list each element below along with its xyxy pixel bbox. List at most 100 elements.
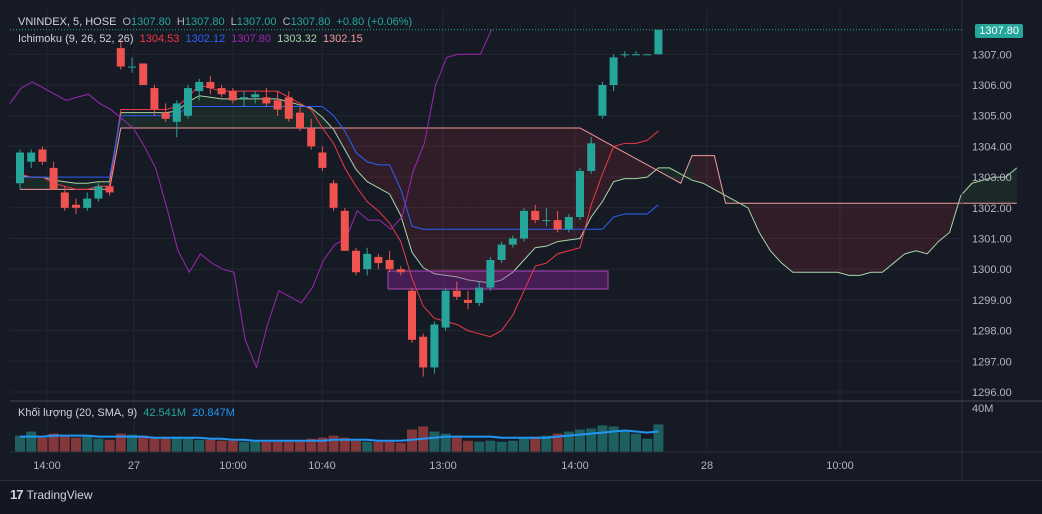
candle-body bbox=[296, 112, 304, 128]
cloud-segment bbox=[703, 155, 715, 190]
cloud-segment bbox=[669, 167, 681, 184]
candle-body bbox=[150, 88, 159, 110]
volume-bar bbox=[183, 438, 193, 452]
candles bbox=[16, 29, 663, 377]
cloud-segment bbox=[871, 203, 883, 273]
candle-body bbox=[452, 290, 461, 297]
close-label: C bbox=[282, 16, 291, 28]
volume-bar bbox=[295, 440, 305, 452]
ichimoku-cloud bbox=[19, 95, 1018, 284]
volume-bar bbox=[15, 435, 25, 452]
ichimoku-legend[interactable]: Ichimoku (9, 26, 52, 26) 1304.53 1302.12… bbox=[18, 33, 366, 45]
cloud-segment bbox=[647, 164, 659, 178]
candle-body bbox=[385, 259, 394, 270]
volume-bar bbox=[194, 439, 205, 452]
volume-bar bbox=[115, 433, 126, 452]
ichimoku-label: Ichimoku (9, 26, 52, 26) bbox=[18, 33, 134, 45]
lead-a-value: 1303.32 bbox=[277, 33, 317, 45]
cloud-segment bbox=[400, 127, 412, 253]
volume-bar bbox=[451, 437, 462, 452]
grid bbox=[10, 10, 962, 452]
volume-bar bbox=[48, 433, 59, 452]
x-tick-label: 13:00 bbox=[429, 460, 457, 472]
volume-bar bbox=[373, 441, 384, 452]
volume-bar bbox=[283, 441, 294, 452]
volume-bar bbox=[407, 429, 417, 452]
ohlc-legend: VNINDEX, 5, HOSE O1307.80 H1307.80 L1307… bbox=[18, 16, 415, 28]
volume-bar bbox=[205, 439, 216, 452]
base-line bbox=[20, 105, 659, 230]
volume-tick-label: 40M bbox=[972, 403, 993, 415]
candle-body bbox=[553, 220, 562, 230]
candle-body bbox=[363, 253, 372, 270]
tradingview-logo-icon: 17 bbox=[10, 487, 24, 502]
cloud-segment bbox=[76, 183, 88, 190]
candle-body bbox=[16, 152, 24, 184]
volume-bar bbox=[395, 442, 406, 452]
candle-body bbox=[105, 186, 114, 193]
volume-bar bbox=[317, 437, 328, 452]
tradingview-footer[interactable]: 17 TradingView bbox=[10, 487, 93, 502]
close-value: 1307.80 bbox=[290, 16, 331, 28]
ichimoku-lines bbox=[9, 29, 659, 370]
y-tick-label: 1301.00 bbox=[972, 234, 1012, 246]
volume-bar bbox=[272, 441, 283, 452]
x-tick-label: 28 bbox=[701, 460, 713, 472]
cloud-segment bbox=[232, 98, 244, 128]
cloud-segment bbox=[557, 127, 569, 242]
volume-bar bbox=[93, 438, 104, 452]
cloud-segment bbox=[524, 127, 536, 260]
candle-body bbox=[284, 97, 293, 119]
cloud-segment bbox=[938, 203, 950, 242]
volume-bar bbox=[71, 437, 81, 452]
candle-body bbox=[419, 336, 428, 368]
candle-body bbox=[542, 220, 551, 222]
cloud-segment bbox=[837, 203, 849, 276]
volume-bar bbox=[216, 440, 227, 452]
candle-body bbox=[240, 97, 248, 99]
volume-bar bbox=[463, 440, 473, 452]
volume-bar bbox=[631, 433, 641, 452]
volume-bar bbox=[351, 440, 361, 452]
candle-body bbox=[94, 186, 103, 199]
low-label: L bbox=[230, 16, 237, 28]
volume-bar bbox=[138, 435, 149, 452]
candle-body bbox=[329, 183, 338, 208]
candle-body bbox=[643, 54, 652, 56]
volume-bar bbox=[384, 441, 395, 452]
cloud-segment bbox=[692, 155, 704, 184]
x-tick-label: 10:00 bbox=[219, 460, 247, 472]
y-tick-label: 1305.00 bbox=[972, 111, 1012, 123]
candle-body bbox=[609, 57, 618, 85]
x-tick-label: 10:40 bbox=[308, 460, 336, 472]
volume-bar bbox=[519, 438, 529, 452]
cloud-segment bbox=[378, 127, 390, 194]
volume-bar bbox=[440, 433, 451, 452]
axes: 1296.00 1297.00 1298.00 1299.00 1300.00 1301.… bbox=[10, 0, 1042, 480]
candle-body bbox=[262, 97, 271, 104]
y-tick-label: 1296.00 bbox=[972, 387, 1012, 399]
candle-body bbox=[251, 94, 260, 98]
cloud-segment bbox=[199, 95, 211, 128]
volume-bar bbox=[507, 440, 518, 452]
cloud-segment bbox=[848, 203, 860, 276]
candle-body bbox=[598, 85, 607, 116]
cloud-segment bbox=[804, 203, 816, 273]
chart-panel[interactable]: 1296.00 1297.00 1298.00 1299.00 1300.00 1301.… bbox=[0, 0, 1042, 481]
volume-bar bbox=[37, 437, 48, 452]
cloud-segment bbox=[770, 203, 782, 264]
lagging-line bbox=[9, 29, 493, 370]
y-tick-label: 1299.00 bbox=[972, 295, 1012, 307]
cloud-segment bbox=[423, 127, 435, 274]
volume-bar bbox=[171, 436, 182, 452]
volume-bar bbox=[239, 441, 249, 452]
x-tick-label: 14:00 bbox=[561, 460, 589, 472]
candlestick-chart[interactable]: 1296.00 1297.00 1298.00 1299.00 1300.00 1301.… bbox=[0, 0, 1042, 480]
candle-body bbox=[49, 167, 58, 190]
volume-bar bbox=[597, 425, 608, 452]
symbol-label[interactable]: VNINDEX, 5, HOSE bbox=[18, 16, 117, 28]
candle-body bbox=[396, 269, 405, 273]
volume-label: Khối lượng (20, SMA, 9) bbox=[18, 407, 138, 419]
volume-bar bbox=[227, 440, 238, 452]
volume-legend[interactable]: Khối lượng (20, SMA, 9) 42.541M 20.847M bbox=[18, 407, 238, 419]
